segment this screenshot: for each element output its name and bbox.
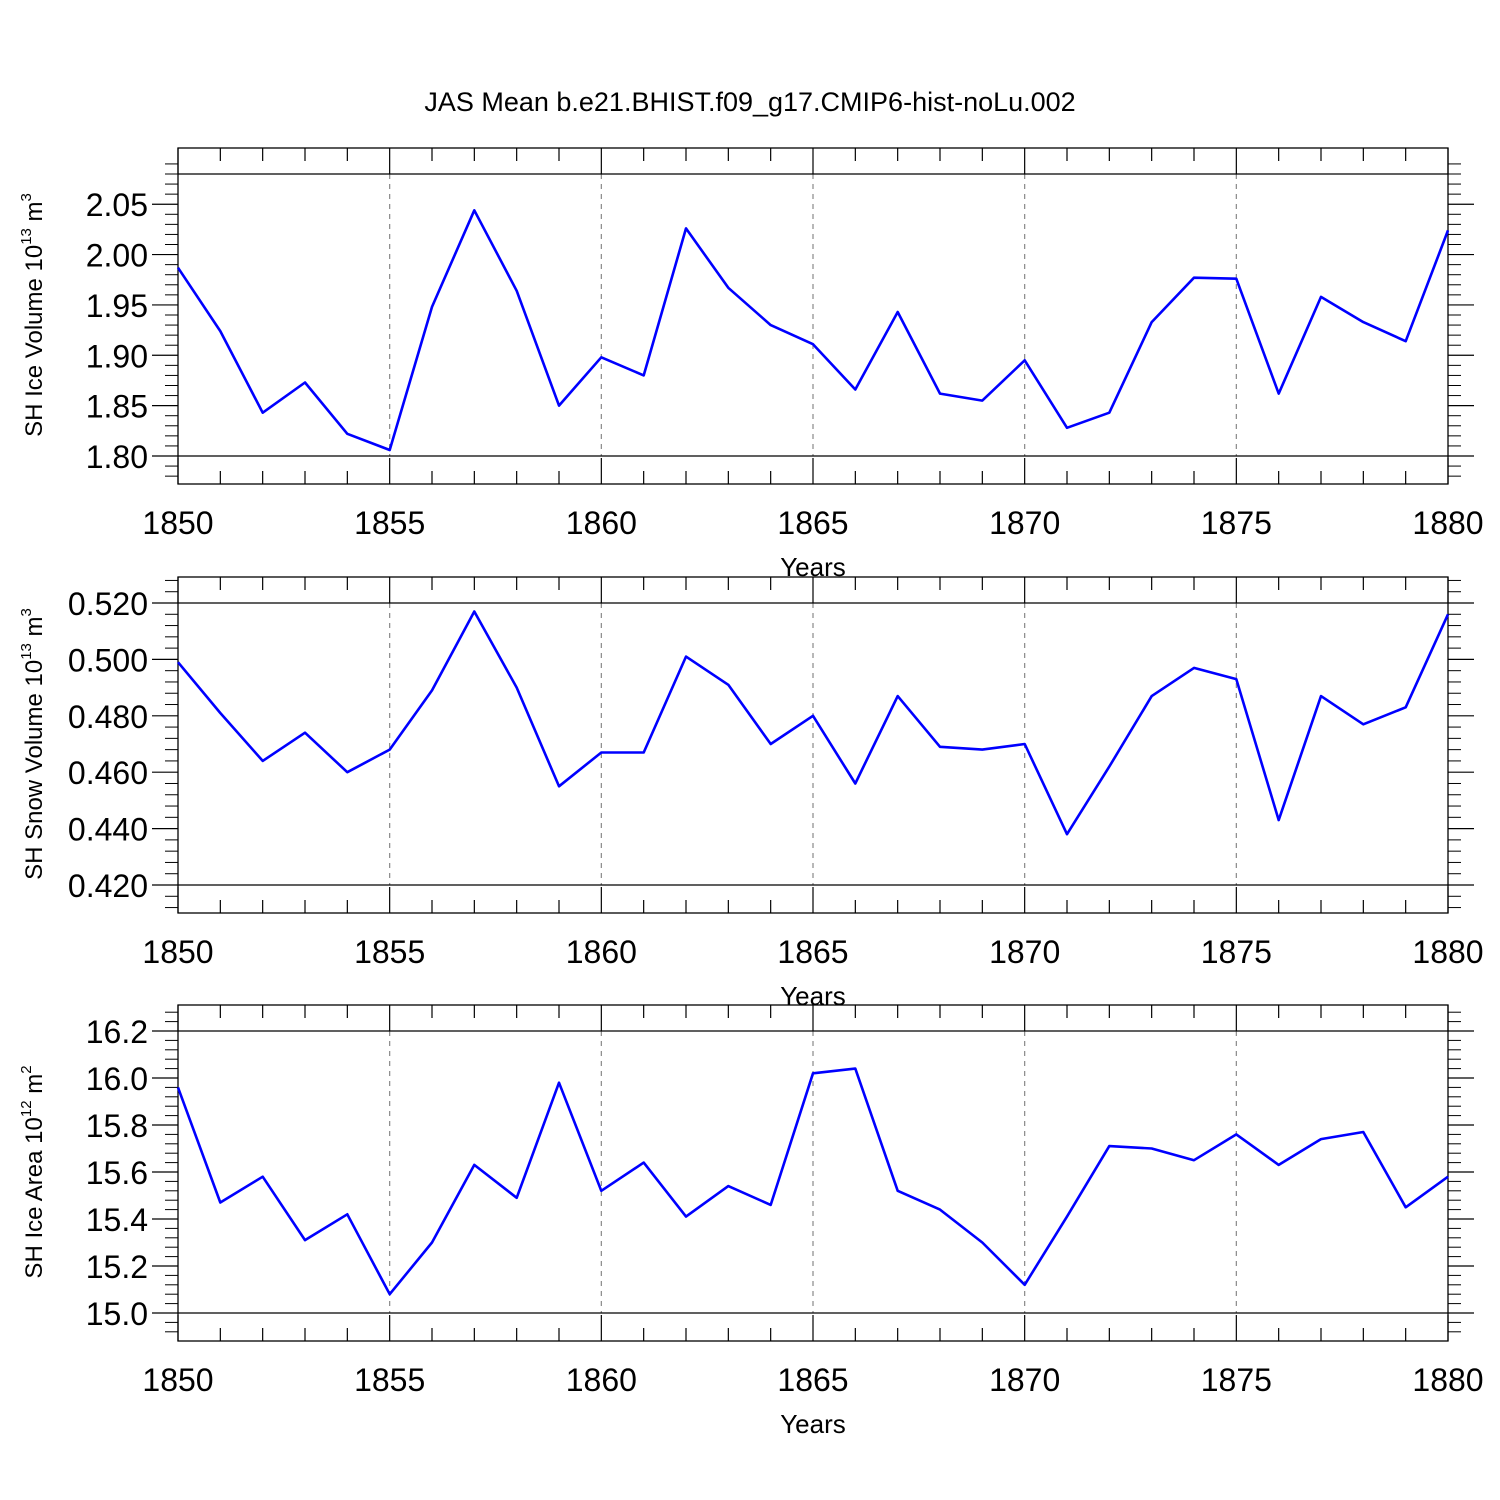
- y-tick-label: 0.420: [68, 868, 148, 904]
- y-axis-label-superscript: 3: [18, 193, 35, 201]
- y-axis-label: SH Snow Volume 1013 m3: [18, 608, 48, 880]
- x-axis-label: Years: [780, 1409, 846, 1439]
- x-tick-label: 1850: [142, 934, 213, 970]
- y-tick-label: 0.500: [68, 642, 148, 678]
- x-tick-label: 1850: [142, 1362, 213, 1398]
- x-tick-label: 1865: [777, 505, 848, 541]
- y-tick-label: 1.95: [86, 288, 148, 324]
- chart-panels: 1.80 1.85 1.90 1.95 2.00 2.05 1850 1855 1860 1865…: [18, 147, 1484, 1439]
- x-tick-label: 1870: [989, 1362, 1060, 1398]
- series-line: [176, 209, 1450, 452]
- y-axis-label-superscript: 12: [18, 1100, 35, 1117]
- x-tick-label: 1875: [1201, 505, 1272, 541]
- y-axis-label-superscript: 13: [18, 228, 35, 245]
- x-tick-label: 1880: [1412, 1362, 1483, 1398]
- y-tick-label: 15.0: [86, 1296, 148, 1332]
- y-tick-label: 16.2: [86, 1014, 148, 1050]
- series-line: [176, 1067, 1449, 1296]
- x-tick-label: 1855: [354, 934, 425, 970]
- y-tick-label: 0.440: [68, 812, 148, 848]
- y-axis-label: SH Ice Area 1012 m2: [18, 1065, 48, 1278]
- panel-3: 15.0 15.2 15.4 15.6 15.8 16.0 16.2 1850 1855 1860…: [18, 1004, 1484, 1439]
- x-tick-label: 1850: [142, 505, 213, 541]
- y-tick-label: 2.05: [86, 187, 148, 223]
- x-tick-label: 1860: [566, 934, 637, 970]
- x-tick-label: 1865: [777, 1362, 848, 1398]
- y-tick-label: 0.520: [68, 586, 148, 622]
- x-tick-label: 1875: [1201, 934, 1272, 970]
- y-axis-label-text: SH Snow Volume 10: [21, 660, 48, 880]
- panel-1: 1.80 1.85 1.90 1.95 2.00 2.05 1850 1855 1860 1865…: [18, 147, 1484, 582]
- x-tick-label: 1860: [566, 1362, 637, 1398]
- y-axis-label-superscript: 13: [18, 643, 35, 660]
- y-axis-label-text: m: [21, 201, 48, 228]
- y-tick-label: 0.480: [68, 699, 148, 735]
- y-tick-label: 1.80: [86, 439, 148, 475]
- y-axis-label-text: m: [21, 1074, 48, 1101]
- y-axis-label-text: SH Ice Volume 10: [21, 245, 48, 437]
- y-axis-label-superscript: 2: [18, 1065, 35, 1073]
- x-tick-label: 1875: [1201, 1362, 1272, 1398]
- y-tick-label: 15.8: [86, 1108, 148, 1144]
- chart-title: JAS Mean b.e21.BHIST.f09_g17.CMIP6-hist-…: [424, 87, 1075, 117]
- panel-2: 0.420 0.440 0.460 0.480 0.500 0.520 1850 1855 18…: [18, 576, 1484, 1011]
- series-line: [177, 610, 1450, 836]
- x-tick-label: 1870: [989, 505, 1060, 541]
- y-tick-label: 1.85: [86, 389, 148, 425]
- y-tick-label: 2.00: [86, 238, 148, 274]
- y-tick-label: 0.460: [68, 755, 148, 791]
- x-tick-label: 1865: [777, 934, 848, 970]
- y-tick-label: 15.4: [86, 1202, 148, 1238]
- x-tick-label: 1880: [1412, 505, 1483, 541]
- y-tick-label: 1.90: [86, 338, 148, 374]
- y-axis-label-text: m: [21, 616, 48, 643]
- x-tick-label: 1880: [1412, 934, 1483, 970]
- x-tick-label: 1855: [354, 505, 425, 541]
- y-tick-label: 15.6: [86, 1155, 148, 1191]
- y-axis-label-superscript: 3: [18, 608, 35, 616]
- y-axis-label-text: SH Ice Area 10: [21, 1117, 48, 1278]
- x-tick-label: 1855: [354, 1362, 425, 1398]
- y-tick-label: 15.2: [86, 1249, 148, 1285]
- x-tick-label: 1860: [566, 505, 637, 541]
- y-tick-label: 16.0: [86, 1061, 148, 1097]
- x-tick-label: 1870: [989, 934, 1060, 970]
- y-axis-label: SH Ice Volume 1013 m3: [18, 193, 48, 437]
